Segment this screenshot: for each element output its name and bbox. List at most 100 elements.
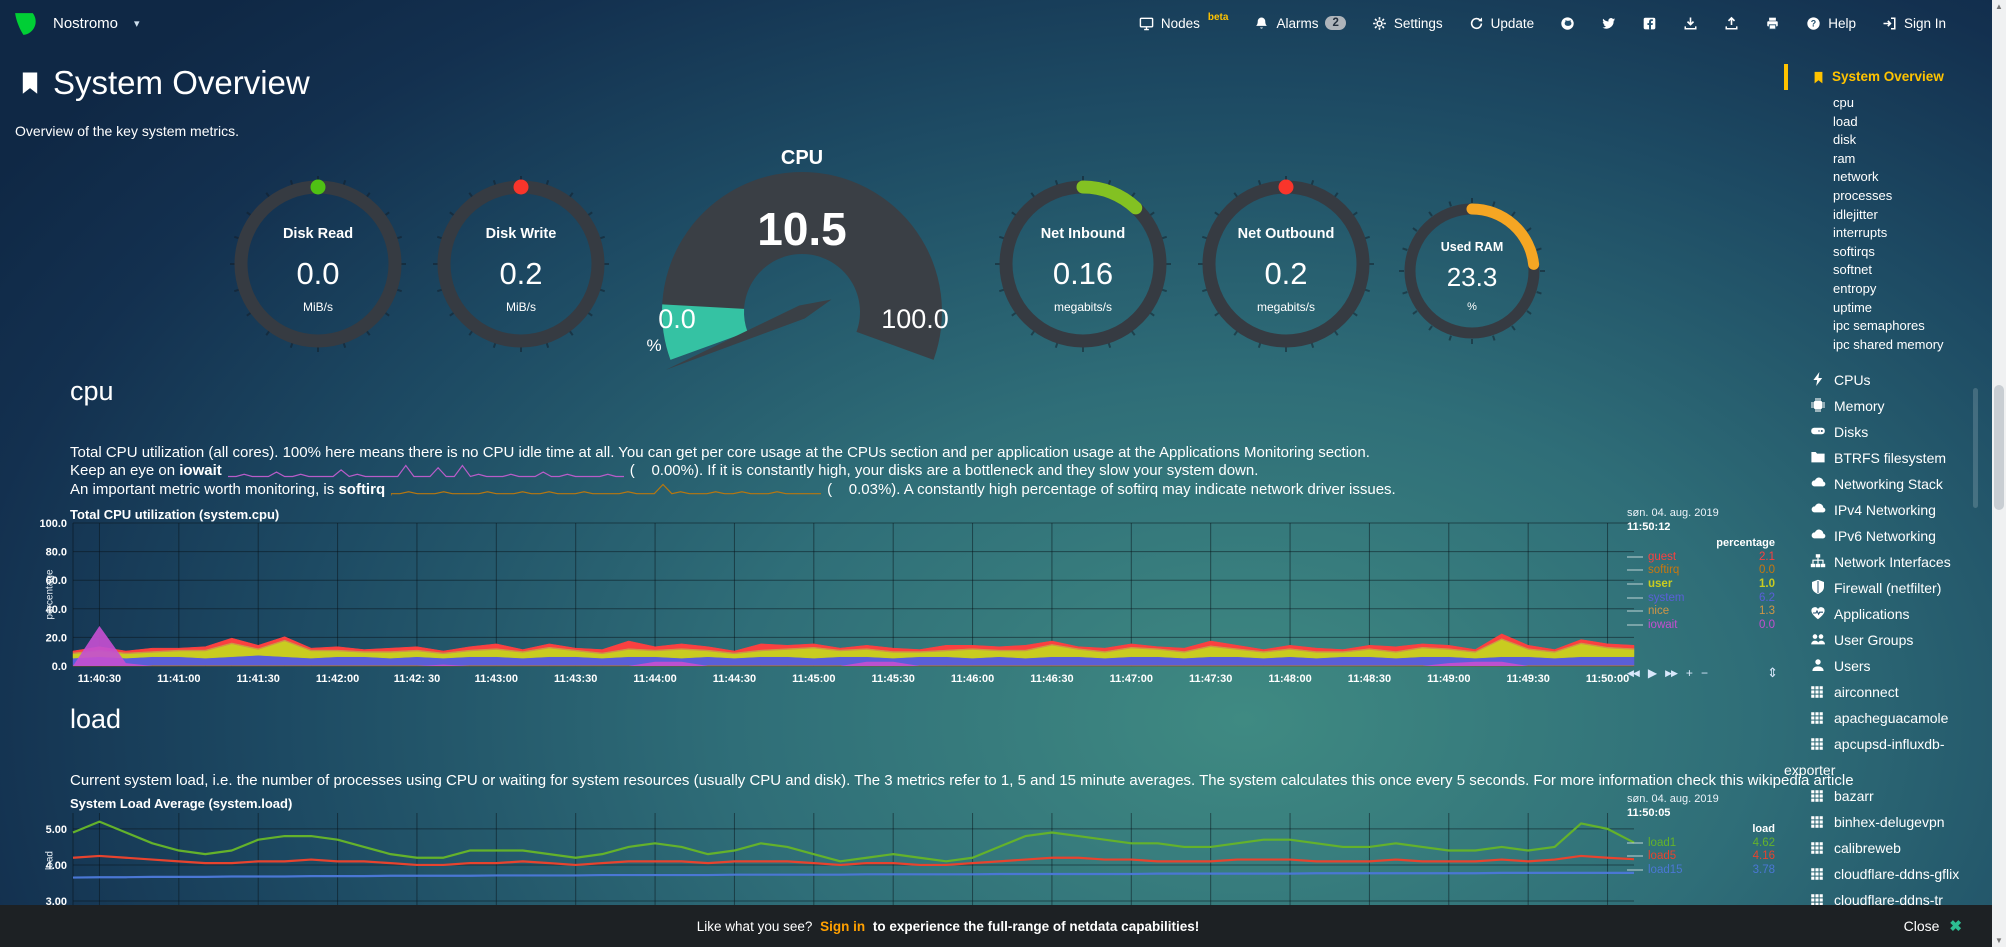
- sidebar-item-disks[interactable]: Disks: [1784, 419, 1990, 445]
- gauge-net-outbound[interactable]: Net Outbound 0.2 megabits/s: [1194, 172, 1378, 356]
- sidebar-subitem-softirqs[interactable]: softirqs: [1833, 243, 1875, 259]
- nav-import[interactable]: [1724, 16, 1739, 31]
- grid-icon: [1811, 712, 1823, 725]
- nav-facebook[interactable]: [1642, 16, 1657, 31]
- download-icon: [1684, 17, 1697, 29]
- sidebar-item-networking-stack[interactable]: Networking Stack: [1784, 471, 1990, 497]
- nav-github[interactable]: [1560, 16, 1575, 31]
- sidebar-subitem-load[interactable]: load: [1833, 113, 1858, 129]
- svg-text:0.0: 0.0: [52, 661, 67, 673]
- svg-text:megabits/s: megabits/s: [1257, 300, 1315, 314]
- svg-text:MiB/s: MiB/s: [506, 300, 536, 314]
- footer-signin-link[interactable]: Sign in: [820, 918, 866, 934]
- grid-icon: [1811, 738, 1823, 751]
- svg-text:100.0: 100.0: [881, 304, 949, 334]
- nav-alarms[interactable]: Alarms 2: [1254, 16, 1346, 31]
- svg-text:megabits/s: megabits/s: [1054, 300, 1112, 314]
- bolt-icon: [1813, 372, 1823, 387]
- sidebar-subitem-interrupts[interactable]: interrupts: [1833, 225, 1888, 241]
- page-subtitle: Overview of the key system metrics.: [15, 123, 240, 139]
- sidebar-item-btrfs-filesystem[interactable]: BTRFS filesystem: [1784, 445, 1990, 471]
- sidebar-subitem-entropy[interactable]: entropy: [1833, 280, 1877, 296]
- sidebar-item-system-overview[interactable]: System Overview: [1784, 64, 1990, 90]
- sidebar-item-user-groups[interactable]: User Groups: [1784, 627, 1990, 653]
- nav-print[interactable]: [1765, 16, 1780, 31]
- sidebar-item-firewall-netfilter-[interactable]: Firewall (netfilter): [1784, 575, 1990, 601]
- sidebar-subitem-softnet[interactable]: softnet: [1833, 262, 1873, 278]
- legend-entry-load5[interactable]: load5 4.16: [1627, 850, 1777, 864]
- sidebar-subitem-network[interactable]: network: [1833, 169, 1879, 185]
- nav-signin[interactable]: Sign In: [1882, 16, 1946, 31]
- scroll-down-icon[interactable]: ▼: [1995, 936, 2003, 945]
- legend-entry-user[interactable]: user 1.0: [1627, 577, 1777, 591]
- nav-twitter[interactable]: [1601, 16, 1616, 31]
- sidebar-item-cloudflare-ddns-gflix[interactable]: cloudflare-ddns-gflix: [1784, 861, 1990, 887]
- sidebar-item-airconnect[interactable]: airconnect: [1784, 679, 1990, 705]
- sidebar-item-calibreweb[interactable]: calibreweb: [1784, 835, 1990, 861]
- sidebar-subitem-disk[interactable]: disk: [1833, 132, 1857, 148]
- sidebar-item-ipv4-networking[interactable]: IPv4 Networking: [1784, 497, 1990, 523]
- bookmark-icon: [18, 71, 42, 95]
- svg-text:11:40:30: 11:40:30: [78, 673, 121, 685]
- legend-entry-system[interactable]: system 6.2: [1627, 591, 1777, 605]
- sidebar-subitem-ipc-shared-memory[interactable]: ipc shared memory: [1833, 336, 1944, 352]
- sidebar-subitem-ipc-semaphores[interactable]: ipc semaphores: [1833, 318, 1925, 334]
- gauge-disk-read[interactable]: Disk Read 0.0 MiB/s: [226, 172, 410, 356]
- nav-export[interactable]: [1683, 16, 1698, 31]
- sidebar-subitem-ram[interactable]: ram: [1833, 150, 1856, 166]
- nav-help[interactable]: ? Help: [1806, 16, 1856, 31]
- legend-entry-guest[interactable]: guest 2.1: [1627, 550, 1777, 564]
- sidebar-item-bazarr[interactable]: bazarr: [1784, 783, 1990, 809]
- load-chart-title: System Load Average (system.load): [70, 796, 293, 811]
- legend-entry-nice[interactable]: nice 1.3: [1627, 604, 1777, 618]
- sidebar-item-ipv6-networking[interactable]: IPv6 Networking: [1784, 523, 1990, 549]
- sidebar-subitem-processes[interactable]: processes: [1833, 187, 1893, 203]
- zoom-in-button[interactable]: +: [1685, 666, 1693, 680]
- page-scrollbar[interactable]: ▲ ▼: [1992, 0, 2006, 947]
- svg-text:%: %: [1467, 301, 1477, 313]
- zoom-out-button[interactable]: −: [1700, 666, 1708, 680]
- sidebar-item-memory[interactable]: Memory: [1784, 393, 1990, 419]
- svg-text:Net Inbound: Net Inbound: [1041, 226, 1126, 242]
- play-button[interactable]: ▶: [1647, 666, 1657, 680]
- scroll-up-icon[interactable]: ▲: [1995, 2, 2003, 11]
- netdata-logo-icon: [12, 10, 39, 37]
- sidebar-item-cloudflare-ddns-tr[interactable]: cloudflare-ddns-tr: [1784, 887, 1990, 913]
- cpu-chart[interactable]: 11:40:30 11:41:00 11:41:30 11:42:00 11:42: 3…: [39, 503, 1650, 695]
- pan-forward-button[interactable]: ▶▶: [1665, 668, 1678, 678]
- gauge-net-inbound[interactable]: Net Inbound 0.16 megabits/s: [991, 172, 1175, 356]
- close-button[interactable]: Close: [1903, 918, 1940, 934]
- load-chart[interactable]: 5.004.003.00: [40, 789, 1650, 908]
- sidebar-item-users[interactable]: Users: [1784, 653, 1990, 679]
- legend-entry-load1[interactable]: load1 4.62: [1627, 836, 1777, 850]
- gauge-cpu[interactable]: CPU 10.5 0.0 100.0%: [630, 140, 980, 380]
- svg-text:11:47:00: 11:47:00: [1110, 673, 1153, 685]
- legend-entry-softirq[interactable]: softirq 0.0: [1627, 564, 1777, 578]
- sidebar-subitem-uptime[interactable]: uptime: [1833, 299, 1873, 315]
- nav-settings[interactable]: Settings: [1372, 16, 1443, 31]
- sidebar-item-apcupsd-influxdb-exporter[interactable]: apcupsd-influxdb-exporter: [1784, 736, 1945, 779]
- nav-update[interactable]: Update: [1469, 16, 1534, 31]
- sidebar-item-binhex-delugevpn[interactable]: binhex-delugevpn: [1784, 809, 1990, 835]
- close-icon[interactable]: ✖: [1949, 918, 1962, 935]
- hostname-dropdown[interactable]: Nostromo ▾: [12, 10, 140, 37]
- sidebar-item-applications[interactable]: Applications: [1784, 601, 1990, 627]
- legend-entry-load15[interactable]: load15 3.78: [1627, 863, 1777, 877]
- resize-handle[interactable]: ⇕: [1767, 665, 1778, 680]
- legend-entry-iowait[interactable]: iowait 0.0: [1627, 618, 1777, 632]
- pan-backward-button[interactable]: ◀◀: [1627, 668, 1640, 678]
- svg-text:11:42: 30: 11:42: 30: [394, 673, 440, 685]
- nav-nodes[interactable]: Nodes beta: [1139, 12, 1228, 31]
- softirq-sparkline: [391, 483, 822, 496]
- gauge-used-ram[interactable]: Used RAM 23.3%: [1397, 196, 1547, 346]
- sidebar-scrollbar-thumb[interactable]: [1973, 388, 1978, 508]
- sidebar-item-apacheguacamole[interactable]: apacheguacamole: [1784, 705, 1990, 731]
- gauge-disk-write[interactable]: Disk Write 0.2 MiB/s: [429, 172, 613, 356]
- sidebar-item-cpus[interactable]: CPUs: [1784, 367, 1990, 393]
- sidebar-subitem-idlejitter[interactable]: idlejitter: [1833, 206, 1878, 222]
- sidebar-item-network-interfaces[interactable]: Network Interfaces: [1784, 549, 1990, 575]
- scrollbar-thumb[interactable]: [1994, 385, 2004, 510]
- svg-text:11:48:30: 11:48:30: [1348, 673, 1391, 685]
- sidebar-subitem-cpu[interactable]: cpu: [1833, 95, 1854, 110]
- legend-date: søn. 04. aug. 2019: [1627, 507, 1719, 519]
